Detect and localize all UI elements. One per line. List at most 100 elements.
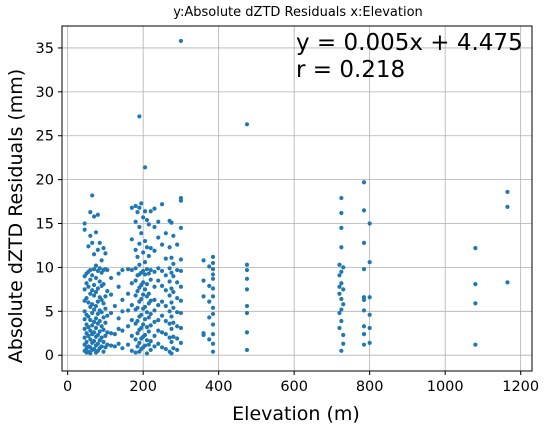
data-point bbox=[169, 300, 174, 305]
data-point bbox=[169, 351, 174, 356]
data-point bbox=[137, 205, 142, 210]
data-point bbox=[341, 332, 346, 338]
data-point bbox=[139, 312, 144, 317]
data-point bbox=[135, 305, 140, 310]
data-point bbox=[101, 349, 106, 354]
data-point bbox=[167, 321, 172, 326]
data-point bbox=[88, 267, 93, 273]
data-point bbox=[137, 340, 142, 346]
data-point bbox=[159, 299, 165, 304]
data-point bbox=[129, 267, 134, 273]
data-point bbox=[95, 299, 100, 304]
data-point bbox=[337, 262, 342, 267]
data-point bbox=[116, 341, 121, 346]
data-point bbox=[99, 335, 104, 340]
data-point bbox=[142, 332, 148, 338]
data-point bbox=[339, 269, 344, 274]
data-point bbox=[93, 303, 99, 309]
data-point bbox=[244, 347, 250, 353]
data-point bbox=[207, 299, 212, 304]
data-point bbox=[91, 307, 97, 312]
data-point bbox=[148, 245, 153, 251]
data-point bbox=[171, 334, 176, 339]
data-point bbox=[171, 289, 176, 295]
data-point bbox=[95, 341, 100, 346]
data-point bbox=[210, 341, 216, 346]
data-point bbox=[244, 122, 250, 127]
data-point bbox=[99, 344, 104, 349]
data-point bbox=[178, 298, 184, 303]
data-point bbox=[210, 260, 216, 266]
data-point bbox=[505, 189, 510, 195]
data-point bbox=[86, 284, 91, 289]
data-point bbox=[112, 332, 117, 337]
data-point bbox=[341, 265, 346, 270]
data-point bbox=[156, 328, 161, 333]
data-point bbox=[169, 326, 174, 331]
data-point bbox=[367, 312, 372, 317]
data-point bbox=[341, 341, 346, 346]
data-point bbox=[93, 325, 99, 331]
data-point bbox=[337, 273, 342, 278]
data-point bbox=[175, 267, 180, 273]
data-point bbox=[84, 296, 89, 301]
data-point bbox=[201, 278, 206, 283]
data-point bbox=[178, 225, 184, 231]
data-point bbox=[120, 267, 125, 273]
data-point bbox=[97, 329, 102, 334]
data-point bbox=[178, 38, 184, 44]
data-point bbox=[142, 260, 148, 265]
data-point bbox=[133, 247, 138, 252]
data-point bbox=[171, 274, 176, 279]
data-point bbox=[178, 310, 184, 316]
data-point bbox=[101, 327, 106, 332]
data-point bbox=[129, 317, 134, 323]
data-point bbox=[82, 227, 87, 232]
data-point bbox=[93, 289, 99, 295]
data-point bbox=[244, 262, 250, 267]
data-point bbox=[339, 348, 344, 353]
data-point bbox=[116, 271, 121, 276]
y-tick-label: 30 bbox=[36, 85, 54, 101]
data-point bbox=[171, 233, 176, 238]
data-point bbox=[141, 292, 146, 297]
data-point bbox=[367, 340, 372, 346]
data-point bbox=[84, 339, 89, 345]
data-point bbox=[101, 301, 106, 306]
data-point bbox=[207, 283, 212, 288]
data-point bbox=[210, 276, 216, 281]
data-point bbox=[146, 271, 151, 276]
data-point bbox=[90, 193, 95, 198]
data-point bbox=[144, 267, 150, 272]
data-point bbox=[88, 233, 93, 238]
data-point bbox=[169, 255, 174, 260]
data-point bbox=[139, 296, 144, 302]
data-point bbox=[129, 281, 134, 286]
data-point bbox=[152, 206, 157, 211]
data-point bbox=[175, 296, 180, 301]
data-point bbox=[129, 348, 134, 353]
data-point bbox=[91, 282, 97, 288]
data-point bbox=[152, 344, 157, 349]
data-point bbox=[156, 278, 161, 283]
data-point bbox=[167, 266, 172, 271]
data-point bbox=[367, 260, 372, 265]
data-point bbox=[99, 258, 104, 263]
data-point bbox=[137, 114, 142, 119]
data-point bbox=[175, 242, 180, 247]
data-point bbox=[159, 202, 165, 207]
data-point bbox=[163, 346, 168, 352]
plot-frame bbox=[61, 25, 533, 372]
data-point bbox=[473, 301, 478, 306]
data-point bbox=[171, 305, 176, 310]
data-point bbox=[361, 308, 367, 313]
data-point bbox=[88, 277, 93, 282]
data-point bbox=[201, 294, 206, 299]
data-point bbox=[156, 266, 161, 271]
data-point bbox=[339, 281, 344, 286]
data-point bbox=[361, 297, 367, 302]
y-axis-label: Absolute dZTD Residuals (mm) bbox=[5, 69, 27, 363]
data-point bbox=[135, 254, 140, 259]
data-point bbox=[207, 337, 212, 342]
data-point bbox=[207, 315, 212, 320]
